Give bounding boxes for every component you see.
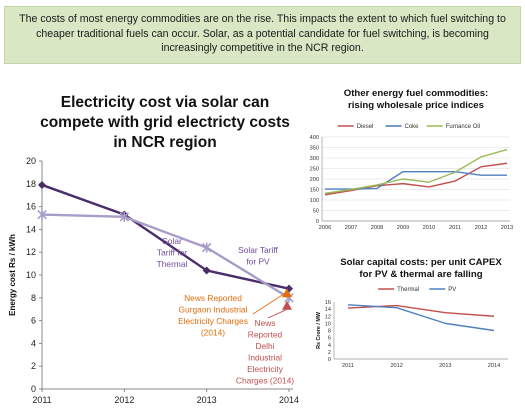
chartwpi-x-tick-label: 2012 (475, 225, 487, 231)
chartcapex-title: for PV & thermal are falling (359, 269, 482, 280)
chartwpi-y-tick-label: 300 (310, 156, 319, 162)
annotation-solar_thermal: Solar (162, 236, 182, 246)
point-thermal-2011 (38, 180, 46, 189)
main-y-tick-label: 2 (31, 361, 36, 371)
chartcapex-x-tick-label: 2012 (390, 363, 402, 369)
annotation-delhi: Industrial (248, 353, 282, 363)
chartcapex-y-axis-label: Rs Crore / MW (316, 311, 322, 349)
chartcapex-y-tick-label: 2 (328, 350, 331, 356)
point-pv-2013 (201, 242, 212, 253)
chartwpi-x-tick-label: 2008 (371, 225, 383, 231)
chartwpi-y-tick-label: 100 (310, 198, 319, 204)
chartwpi-y-tick-label: 150 (310, 188, 319, 194)
chartwpi-x-tick-label: 2007 (345, 225, 357, 231)
chartwpi-x-tick-label: 2013 (501, 225, 513, 231)
annotation-solar_thermal: Tariff for (157, 248, 187, 258)
annotation-gurgaon: Gurgaon Industrial (179, 305, 248, 315)
chartwpi-title: Other energy fuel commodities: (344, 88, 488, 99)
main-y-tick-label: 18 (26, 179, 36, 189)
chartwpi-x-tick-label: 2010 (423, 225, 435, 231)
annotation-gurgaon: (2014) (201, 328, 225, 338)
chartcapex-y-tick-label: 10 (325, 321, 331, 327)
annotation-delhi: Delhi (255, 341, 274, 351)
point-thermal-2013 (202, 266, 211, 275)
annotation-solar_thermal: Thermal (157, 259, 188, 269)
summary-banner: The costs of most energy commodities are… (4, 6, 521, 64)
annotation-delhi-leader (267, 309, 287, 319)
chartwpi-x-tick-label: 2011 (449, 225, 461, 231)
main-chart-title: compete with grid electricty costs (40, 114, 290, 131)
main-chart-title: in NCR region (113, 134, 216, 151)
annotation-delhi: Charges (2014) (236, 376, 294, 386)
main-x-tick-label: 2011 (32, 395, 51, 405)
point-pv-2012 (119, 211, 130, 222)
chartwpi-y-tick-label: 50 (313, 209, 319, 215)
main-y-tick-label: 12 (26, 247, 36, 257)
main-y-tick-label: 4 (31, 338, 36, 348)
chartcapex-y-tick-label: 12 (325, 314, 331, 320)
main-y-tick-label: 10 (26, 270, 36, 280)
chartwpi-x-tick-label: 2006 (319, 225, 331, 231)
main-y-tick-label: 20 (26, 156, 36, 166)
annotation-solar_pv: for PV (246, 257, 270, 267)
chartcapex-x-tick-label: 2013 (439, 363, 451, 369)
main-x-tick-label: 2012 (114, 395, 134, 405)
annotation-solar_pv: Solar Tariff (238, 245, 278, 255)
main-y-tick-label: 16 (26, 202, 36, 212)
annotation-delhi: News (255, 318, 276, 328)
chartwpi-y-tick-label: 400 (310, 135, 319, 141)
chartcapex-y-tick-label: 16 (325, 300, 331, 306)
chartwpi-series-diesel (324, 162, 508, 196)
chartcapex-legend-label: PV (448, 287, 456, 293)
chartwpi-legend-label: Furnance Oil (446, 124, 480, 130)
chartcapex-y-tick-label: 4 (328, 343, 331, 349)
chartcapex-x-tick-label: 2014 (488, 363, 500, 369)
annotation-gurgaon-leader (252, 292, 286, 315)
chartwpi-x-tick-label: 2009 (397, 225, 409, 231)
chartwpi-series-furnance-oil (324, 148, 508, 194)
main-x-tick-label: 2014 (279, 395, 299, 405)
main-y-tick-label: 6 (31, 316, 36, 326)
main-y-tick-label: 8 (31, 293, 36, 303)
main-x-tick-label: 2013 (197, 395, 217, 405)
annotation-gurgaon: News Reported (184, 293, 242, 303)
annotation-delhi: Reported (248, 330, 283, 340)
chartwpi-legend-label: Diesel (357, 124, 374, 130)
main-y-axis-label: Energy cost Rs / kWh (8, 234, 17, 316)
chartcapex-series-thermal (347, 304, 495, 317)
chartwpi-y-tick-label: 200 (310, 177, 319, 183)
main-y-tick-label: 0 (31, 384, 36, 394)
chartwpi-title: rising wholesale price indices (348, 100, 484, 111)
series-line-pv (41, 213, 290, 299)
chartcapex-y-tick-label: 0 (328, 357, 331, 363)
chartcapex-y-tick-label: 14 (325, 307, 331, 313)
point-delhi (282, 300, 292, 310)
point-pv-2011 (37, 209, 47, 220)
chartcapex-series-pv (347, 304, 495, 332)
chartwpi-y-tick-label: 250 (310, 167, 319, 173)
chartwpi-legend-label: Coke (405, 124, 420, 130)
point-gurgaon (282, 288, 292, 298)
annotation-delhi: Electricity (247, 364, 284, 374)
chartwpi-y-tick-label: 350 (310, 146, 319, 152)
chartcapex-x-tick-label: 2011 (342, 363, 354, 369)
chartcapex-y-tick-label: 6 (328, 336, 331, 342)
series-line-thermal (41, 183, 290, 290)
chartwpi-y-tick-label: 0 (316, 219, 319, 225)
main-y-tick-label: 14 (26, 224, 36, 234)
main-chart-title: Electricity cost via solar can (61, 94, 270, 111)
chartcapex-legend-label: Thermal (397, 287, 419, 293)
chartcapex-title: Solar capital costs: per unit CAPEX (340, 257, 502, 268)
summary-text: The costs of most energy commodities are… (19, 13, 506, 54)
annotation-gurgaon: Electricity Charges (178, 316, 248, 326)
chartcapex-y-tick-label: 8 (328, 329, 331, 335)
